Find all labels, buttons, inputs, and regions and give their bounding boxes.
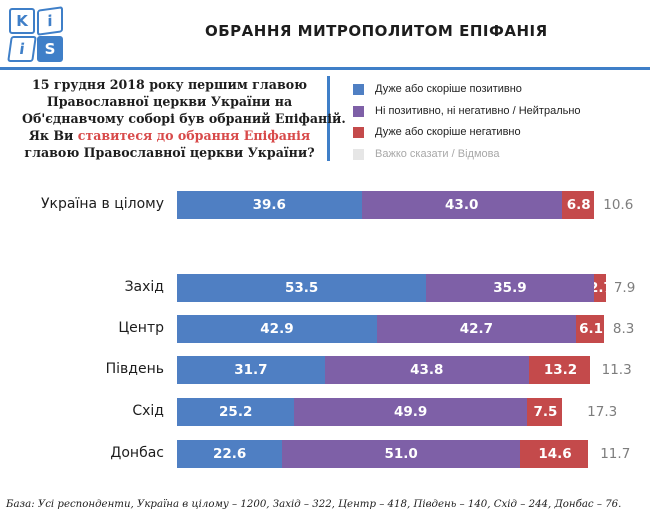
- legend-item-negative: Дуже або скоріше негативно: [353, 124, 643, 141]
- legend-item-neutral: Ні позитивно, ні негативно / Нейтрально: [353, 103, 643, 120]
- bar-segment-negative: 6.8: [561, 191, 594, 219]
- data-label: 7.5: [533, 404, 558, 420]
- bar-segment-hard-to-say: 10.6: [594, 191, 643, 219]
- data-label: 49.9: [393, 404, 428, 420]
- survey-question: 15 грудня 2018 року першим главою Правос…: [22, 76, 346, 161]
- logo-cube: K: [9, 8, 35, 34]
- data-label: 35.9: [493, 280, 527, 296]
- bar-segment-negative: 14.6: [520, 440, 588, 468]
- chart-legend: Дуже або скоріше позитивно Ні позитивно,…: [353, 81, 643, 168]
- bar-segment-positive: 31.7: [177, 356, 325, 384]
- legend-swatch: [353, 127, 364, 139]
- legend-label: Важко сказати / Відмова: [375, 148, 500, 161]
- bar-segment-positive: 22.6: [177, 440, 283, 468]
- data-label: 2.7: [593, 280, 607, 296]
- bar-segment-neutral: 42.7: [376, 315, 576, 343]
- logo-cube: S: [37, 36, 63, 62]
- legend-item-hard-to-say: Важко сказати / Відмова: [353, 146, 643, 163]
- bar-segment-positive: 39.6: [177, 191, 362, 219]
- bar-segment-neutral: 35.9: [426, 274, 594, 302]
- bar-segment-negative: 13.2: [528, 356, 591, 384]
- data-label: 7.9: [613, 280, 636, 296]
- question-text: Як Ви: [28, 128, 78, 143]
- data-label: 53.5: [284, 280, 319, 296]
- data-label: 25.2: [219, 404, 253, 420]
- bar-segment-neutral: 49.9: [294, 398, 527, 426]
- legend-label: Дуже або скоріше негативно: [375, 126, 521, 139]
- bar-segment-hard-to-say: 17.3: [562, 398, 643, 426]
- bar-segment-hard-to-say: 8.3: [604, 315, 643, 343]
- legend-swatch: [353, 105, 364, 117]
- legend-item-positive: Дуже або скоріше позитивно: [353, 81, 643, 98]
- bar-segment-hard-to-say: 11.7: [588, 440, 643, 468]
- legend-label: Ні позитивно, ні негативно / Нейтрально: [375, 104, 581, 117]
- bar-segment-negative: 6.1: [575, 315, 605, 343]
- data-label: 51.0: [384, 446, 418, 462]
- bar-segment-neutral: 43.8: [324, 356, 529, 384]
- category-label: Південь: [105, 361, 164, 377]
- category-label: Донбас: [110, 445, 164, 461]
- data-label: 6.1: [579, 321, 604, 337]
- data-label: 14.6: [538, 446, 572, 462]
- question-line: Як Ви ставитеся до обрання Епіфанія: [22, 127, 317, 144]
- category-label: Центр: [118, 320, 164, 336]
- question-highlight: ставитеся до обрання Епіфанія: [77, 128, 311, 143]
- bar-segment-positive: 25.2: [177, 398, 295, 426]
- kiis-logo: K i i S: [6, 5, 66, 65]
- legend-label: Дуже або скоріше позитивно: [375, 83, 522, 95]
- category-label: Україна в цілому: [40, 196, 164, 212]
- data-label: 13.2: [543, 362, 578, 378]
- data-label: 42.7: [459, 321, 494, 337]
- bar-segment-neutral: 51.0: [282, 440, 520, 468]
- bar-segment-positive: 42.9: [177, 315, 377, 343]
- data-label: 22.6: [212, 446, 247, 462]
- footnote: База: Усі респонденти, Україна в цілому …: [6, 499, 622, 510]
- category-label: Захід: [124, 279, 164, 295]
- data-label: 10.6: [603, 197, 634, 213]
- question-line: главою Православної церкви України?: [24, 145, 315, 160]
- data-label: 17.3: [587, 404, 618, 420]
- data-label: 8.3: [612, 321, 635, 337]
- bar-segment-positive: 53.5: [177, 274, 427, 302]
- data-label: 11.3: [601, 362, 632, 378]
- legend-swatch: [353, 84, 364, 95]
- bar-segment-neutral: 43.0: [361, 191, 562, 219]
- bar-segment-negative: 7.5: [527, 398, 562, 426]
- data-label: 39.6: [252, 197, 286, 213]
- bar-segment-negative: 2.7: [593, 274, 607, 302]
- title-divider: [0, 67, 650, 70]
- category-label: Схід: [132, 403, 164, 419]
- legend-swatch: [353, 149, 364, 161]
- question-line: Православної церкви України на: [46, 94, 293, 109]
- data-label: 43.8: [410, 362, 444, 378]
- data-label: 43.0: [445, 197, 479, 213]
- data-label: 11.7: [600, 446, 631, 462]
- data-label: 31.7: [234, 362, 268, 378]
- question-line: Об'єднавчому соборі був обраний Епіфаній…: [22, 111, 346, 126]
- question-line: 15 грудня 2018 року першим главою: [31, 77, 308, 92]
- bar-segment-hard-to-say: 7.9: [606, 274, 643, 302]
- data-label: 6.8: [566, 197, 591, 213]
- bar-segment-hard-to-say: 11.3: [590, 356, 643, 384]
- data-label: 42.9: [260, 321, 294, 337]
- page-title: ОБРАННЯ МИТРОПОЛИТОМ ЕПІФАНІЯ: [205, 22, 548, 40]
